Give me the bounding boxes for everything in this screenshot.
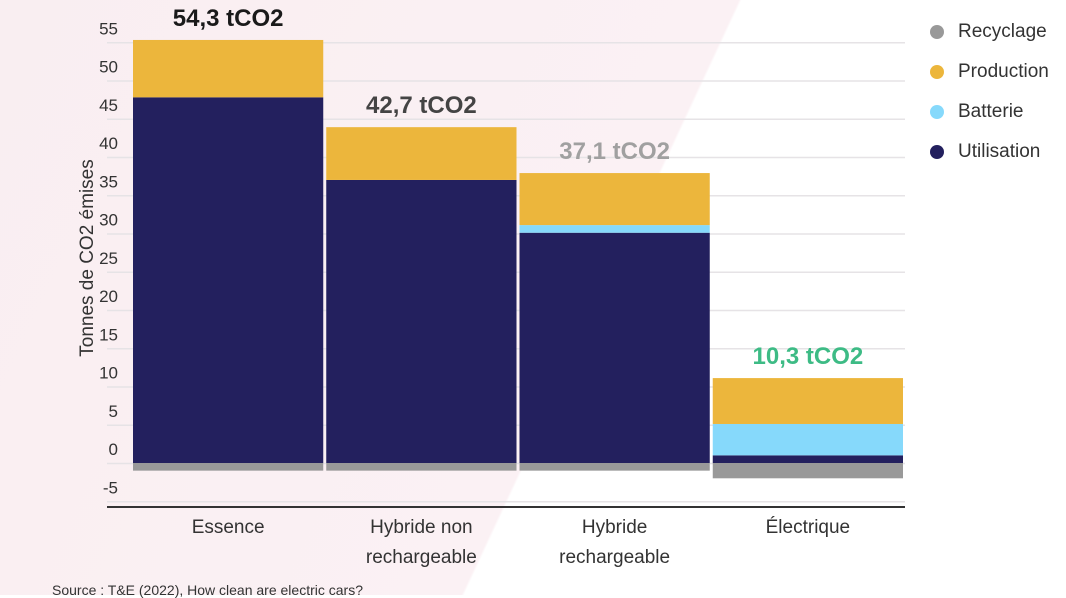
x-tick-label: rechargeable [366, 547, 477, 568]
legend-swatch [930, 25, 944, 39]
y-tick-label: -5 [103, 478, 118, 497]
legend-label: Utilisation [958, 141, 1041, 162]
y-tick-label: 0 [109, 440, 118, 459]
total-label: 42,7 tCO2 [366, 92, 477, 119]
bar-segment-batterie [519, 225, 710, 233]
bar-segment-recyclage [519, 463, 710, 471]
y-tick-label: 10 [99, 364, 118, 383]
y-tick-label: 45 [99, 96, 118, 115]
source-note: Source : T&E (2022), How clean are elect… [52, 582, 363, 598]
y-tick-label: 30 [99, 211, 118, 230]
legend-item: Utilisation [930, 132, 1049, 172]
legend-item: Production [930, 52, 1049, 92]
y-tick-label: 5 [109, 402, 118, 421]
x-tick-label: Hybride [582, 517, 647, 538]
bar-segment-batterie [712, 423, 903, 456]
bar-segment-utilisation [712, 455, 903, 463]
legend-item: Recyclage [930, 12, 1049, 52]
y-tick-label: 50 [99, 58, 118, 77]
bar-segment-utilisation [326, 179, 517, 463]
total-label: 37,1 tCO2 [559, 138, 670, 165]
x-tick-label: Essence [192, 517, 265, 538]
bar-segment-utilisation [133, 97, 324, 463]
legend-swatch [930, 105, 944, 119]
total-label: 10,3 tCO2 [753, 343, 864, 370]
legend-swatch [930, 65, 944, 79]
legend-label: Production [958, 61, 1049, 82]
x-tick-label: rechargeable [559, 547, 670, 568]
y-tick-label: 20 [99, 287, 118, 306]
legend-swatch [930, 145, 944, 159]
bar-segment-production [133, 39, 324, 98]
bar-segment-production [326, 127, 517, 180]
x-tick-label: Électrique [766, 517, 851, 538]
legend: Recyclage Production Batterie Utilisation [930, 12, 1049, 172]
bar-segment-recyclage [712, 463, 903, 479]
y-tick-label: 15 [99, 325, 118, 344]
y-tick-label: 35 [99, 172, 118, 191]
legend-label: Batterie [958, 101, 1024, 122]
bar-segment-recyclage [133, 463, 324, 471]
bar-segment-utilisation [519, 232, 710, 463]
y-tick-label: 25 [99, 249, 118, 268]
y-tick-label: 40 [99, 134, 118, 153]
bar-segment-recyclage [326, 463, 517, 471]
y-tick-label: 55 [99, 19, 118, 38]
bar-segment-production [712, 378, 903, 424]
bar-segment-production [519, 173, 710, 226]
total-label: 54,3 tCO2 [173, 5, 284, 32]
x-tick-label: Hybride non [370, 517, 472, 538]
legend-label: Recyclage [958, 21, 1047, 42]
legend-item: Batterie [930, 92, 1049, 132]
